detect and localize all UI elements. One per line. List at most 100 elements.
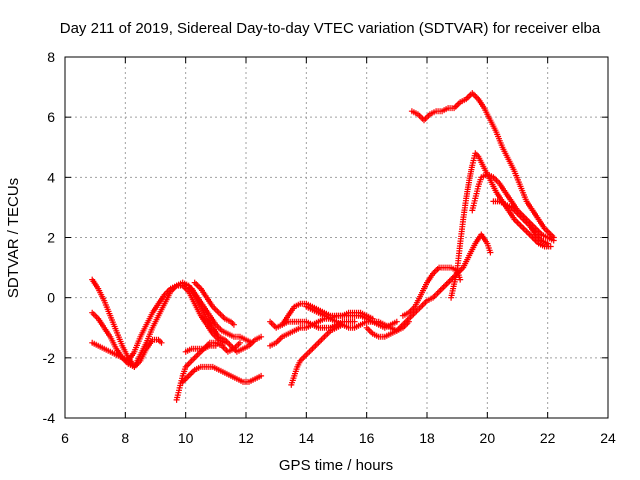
series-arc17 bbox=[448, 150, 554, 301]
data-point-markers bbox=[297, 300, 308, 307]
data-point-markers bbox=[478, 172, 489, 181]
data-point-markers bbox=[224, 346, 235, 355]
data-point-markers bbox=[321, 324, 332, 331]
data-point-markers bbox=[439, 106, 450, 115]
data-point-markers bbox=[478, 231, 490, 245]
data-point-markers bbox=[469, 197, 478, 214]
series-arc7 bbox=[188, 285, 255, 346]
data-point-markers bbox=[309, 341, 320, 352]
data-point-markers bbox=[541, 243, 554, 250]
data-point-markers bbox=[315, 324, 326, 331]
data-point-markers bbox=[345, 324, 356, 331]
data-point-markers bbox=[472, 185, 481, 202]
data-point-markers bbox=[209, 363, 220, 372]
data-point-markers bbox=[173, 282, 184, 289]
data-point-markers bbox=[475, 176, 484, 190]
data-point-markers bbox=[517, 222, 528, 233]
data-point-markers bbox=[209, 324, 221, 338]
data-point-markers bbox=[285, 305, 297, 319]
data-point-markers bbox=[315, 335, 326, 346]
data-point-markers bbox=[149, 314, 161, 331]
data-point-markers bbox=[155, 302, 167, 319]
y-tick-label: 4 bbox=[47, 169, 55, 185]
data-point-markers bbox=[107, 333, 119, 350]
data-point-markers bbox=[315, 316, 326, 325]
data-point-markers bbox=[95, 285, 107, 302]
data-point-markers bbox=[297, 318, 308, 325]
data-point-markers bbox=[433, 108, 444, 115]
data-point-markers bbox=[203, 315, 215, 329]
data-point-markers bbox=[237, 333, 247, 342]
data-point-markers bbox=[487, 117, 499, 134]
data-point-markers bbox=[496, 198, 507, 207]
data-point-markers bbox=[484, 240, 494, 256]
data-point-markers bbox=[532, 231, 544, 242]
data-point-markers bbox=[125, 350, 137, 364]
series-arc5 bbox=[179, 363, 265, 385]
data-point-markers bbox=[381, 321, 392, 330]
data-point-markers bbox=[209, 330, 221, 342]
data-point-markers bbox=[408, 108, 419, 117]
data-point-markers bbox=[252, 333, 265, 343]
y-axis-label: SDTVAR / TECUs bbox=[5, 178, 22, 298]
data-point-markers bbox=[101, 345, 112, 354]
data-point-markers bbox=[327, 315, 338, 324]
data-point-markers bbox=[375, 318, 386, 327]
y-tick-label: -2 bbox=[43, 350, 56, 366]
data-point-markers bbox=[212, 321, 224, 333]
data-point-markers bbox=[487, 177, 499, 194]
data-point-markers bbox=[514, 210, 525, 221]
data-point-markers bbox=[357, 309, 368, 318]
data-point-markers bbox=[454, 243, 463, 274]
x-tick-label: 18 bbox=[419, 430, 435, 446]
data-point-markers bbox=[405, 311, 417, 322]
data-point-markers bbox=[339, 310, 350, 319]
data-point-markers bbox=[107, 348, 118, 357]
data-point-markers bbox=[279, 319, 290, 328]
data-point-markers bbox=[227, 372, 238, 381]
data-point-markers bbox=[206, 312, 218, 326]
x-axis-label: GPS time / hours bbox=[279, 457, 393, 474]
series-arc19 bbox=[490, 198, 551, 247]
data-point-markers bbox=[357, 319, 368, 328]
data-point-markers bbox=[445, 105, 456, 112]
y-tick-label: 0 bbox=[47, 290, 55, 306]
data-point-markers bbox=[291, 366, 300, 379]
data-point-markers bbox=[460, 197, 469, 223]
data-point-markers bbox=[411, 293, 423, 310]
data-point-markers bbox=[191, 300, 203, 317]
data-point-markers bbox=[369, 330, 380, 339]
series-arc14 bbox=[363, 231, 494, 340]
data-point-markers bbox=[197, 363, 208, 370]
data-point-markers bbox=[538, 231, 549, 240]
data-point-markers bbox=[188, 345, 199, 352]
data-point-markers bbox=[393, 323, 405, 334]
x-tick-label: 14 bbox=[299, 430, 315, 446]
x-tick-label: 10 bbox=[178, 430, 194, 446]
data-point-markers bbox=[309, 306, 320, 315]
data-point-markers bbox=[246, 376, 256, 385]
data-point-markers bbox=[457, 97, 468, 106]
data-point-markers bbox=[95, 315, 106, 329]
data-point-markers bbox=[240, 343, 250, 352]
data-point-markers bbox=[101, 324, 112, 338]
data-point-markers bbox=[460, 254, 472, 271]
data-point-markers bbox=[535, 216, 547, 230]
data-points bbox=[89, 90, 557, 403]
data-point-markers bbox=[224, 330, 235, 339]
data-point-markers bbox=[113, 351, 124, 360]
data-point-markers bbox=[143, 326, 155, 346]
data-point-markers bbox=[411, 305, 423, 316]
data-point-markers bbox=[303, 347, 314, 358]
series-arc16 bbox=[408, 90, 557, 241]
data-point-markers bbox=[233, 346, 244, 355]
data-point-markers bbox=[508, 198, 520, 212]
data-point-markers bbox=[203, 321, 215, 335]
data-point-markers bbox=[327, 325, 338, 334]
data-point-markers bbox=[179, 282, 191, 294]
data-point-markers bbox=[267, 318, 278, 330]
grid bbox=[65, 57, 608, 418]
data-point-markers bbox=[143, 311, 155, 328]
data-point-markers bbox=[493, 129, 505, 149]
